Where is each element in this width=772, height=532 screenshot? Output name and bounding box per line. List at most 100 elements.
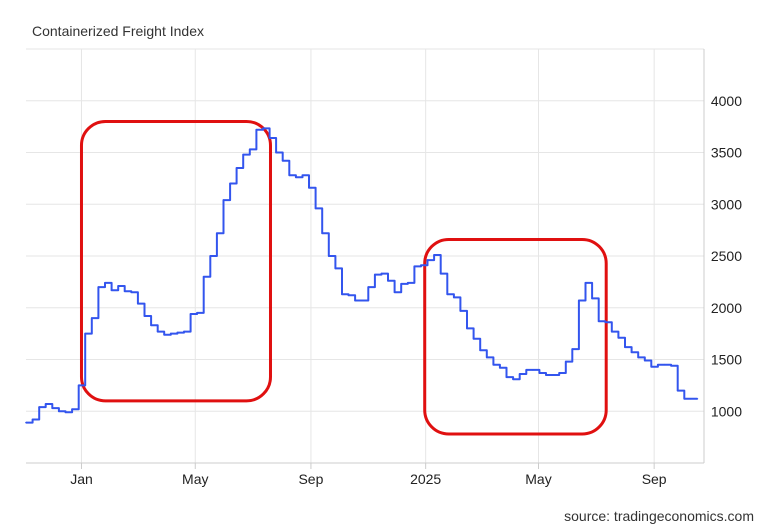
x-tick-label: Jan [70, 471, 93, 487]
data-point [644, 359, 646, 362]
data-point [202, 275, 205, 278]
highlight-box-2 [423, 237, 608, 436]
data-point [512, 378, 514, 381]
data-point [347, 294, 350, 297]
data-point [170, 332, 172, 335]
data-point [150, 324, 152, 327]
data-point [137, 302, 139, 305]
data-point [393, 291, 396, 294]
data-point [650, 365, 653, 368]
data-point [499, 367, 501, 369]
data-point [663, 363, 666, 366]
data-point [466, 327, 468, 330]
data-point [453, 296, 455, 299]
data-point [630, 351, 633, 354]
data-point [545, 374, 547, 376]
data-point [400, 283, 403, 285]
data-point [314, 207, 317, 210]
data-point [275, 151, 277, 154]
data-point [367, 286, 370, 288]
data-point [518, 373, 521, 375]
data-point [611, 330, 613, 333]
data-point [505, 376, 508, 378]
data-point [249, 148, 251, 151]
chart-title: Containerized Freight Index [32, 23, 204, 39]
y-tick-label: 1000 [711, 403, 742, 419]
data-point [426, 259, 429, 261]
data-point [64, 411, 67, 414]
highlight-boxes [79, 119, 608, 436]
data-point [420, 264, 422, 267]
data-point [446, 293, 449, 296]
data-point [163, 333, 165, 336]
data-point [71, 408, 73, 411]
data-point [235, 167, 238, 169]
data-point [295, 176, 297, 179]
data-point [281, 160, 284, 162]
x-tick-label: May [182, 471, 208, 487]
data-point [176, 331, 179, 334]
data-point [229, 182, 231, 185]
data-point [525, 369, 528, 371]
data-point [380, 272, 383, 275]
data-point [321, 232, 324, 234]
data-point [676, 389, 679, 392]
data-point [97, 286, 100, 288]
data-point [604, 321, 607, 324]
data-point [433, 254, 435, 256]
x-axis: Jan May Sep 2025 May Sep [70, 463, 667, 487]
data-point [288, 174, 291, 177]
y-tick-label: 3000 [711, 196, 742, 212]
y-tick-label: 2500 [711, 248, 742, 264]
data-point [584, 282, 587, 284]
data-point [479, 349, 482, 352]
data-point [670, 364, 672, 367]
data-point [242, 153, 244, 156]
data-point [58, 410, 60, 413]
data-point [486, 356, 488, 359]
grid [26, 48, 705, 464]
data-point [578, 299, 580, 302]
data-point [143, 315, 146, 317]
data-point [591, 297, 593, 300]
data-point [268, 137, 271, 139]
data-point [341, 293, 343, 296]
data-point [617, 337, 620, 339]
data-point [597, 320, 600, 323]
data-point [25, 421, 27, 424]
data-point [123, 290, 126, 293]
data-point [31, 418, 34, 421]
y-tick-label: 1500 [711, 352, 742, 368]
data-point [196, 312, 198, 314]
data-point [38, 406, 40, 408]
data-point [216, 232, 218, 234]
data-point [696, 398, 699, 400]
data-point [51, 407, 54, 409]
x-tick-label: May [525, 471, 551, 487]
data-point [374, 273, 376, 276]
data-point [209, 255, 212, 257]
y-tick-label: 2000 [711, 300, 742, 316]
data-point [565, 360, 567, 363]
data-point [683, 398, 686, 400]
data-point [492, 363, 495, 366]
data-point [156, 330, 159, 333]
y-tick-label: 4000 [711, 93, 742, 109]
data-point [360, 299, 363, 302]
data-point [439, 272, 442, 275]
highlight-box-1 [79, 119, 272, 403]
data-point [690, 398, 692, 400]
data-point [44, 403, 47, 405]
y-axis: 1000 1500 2000 2500 3000 3500 4000 [711, 93, 742, 420]
data-point [538, 372, 541, 374]
data-point [328, 255, 330, 257]
data-point [571, 348, 574, 350]
series-line-1 [26, 127, 698, 424]
data-point [387, 280, 389, 282]
data-point [104, 282, 106, 284]
x-tick-label: 2025 [410, 471, 441, 487]
x-tick-label: Sep [298, 471, 323, 487]
data-point [657, 363, 659, 366]
data-point [301, 174, 304, 177]
